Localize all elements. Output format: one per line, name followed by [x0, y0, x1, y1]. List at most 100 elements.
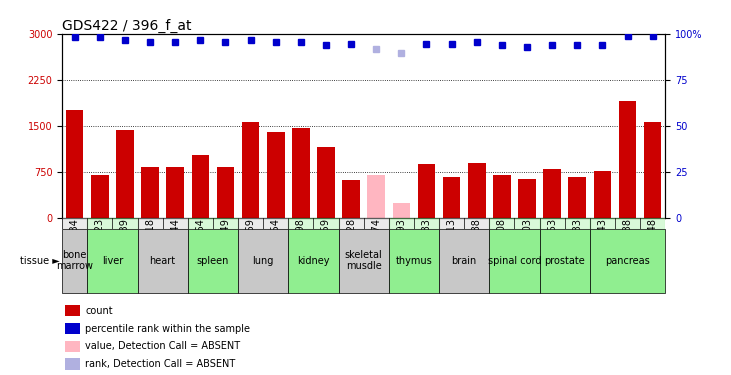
- Bar: [238, 217, 288, 229]
- Bar: [518, 179, 536, 218]
- Bar: [539, 217, 590, 229]
- Bar: [489, 229, 539, 292]
- Bar: [590, 217, 665, 229]
- Text: GSM12748: GSM12748: [648, 218, 658, 271]
- Bar: [62, 34, 87, 218]
- Bar: [543, 169, 561, 217]
- Text: count: count: [85, 306, 113, 316]
- Text: GSM12743: GSM12743: [597, 218, 607, 271]
- Bar: [590, 229, 665, 292]
- Bar: [389, 34, 439, 218]
- Text: GSM12703: GSM12703: [522, 218, 532, 271]
- Text: GSM12698: GSM12698: [296, 218, 306, 271]
- Text: GSM12674: GSM12674: [371, 218, 382, 271]
- Bar: [65, 323, 80, 334]
- Text: bone
marrow: bone marrow: [56, 250, 93, 272]
- Bar: [389, 217, 439, 229]
- Text: GSM12669: GSM12669: [246, 218, 256, 271]
- Text: heart: heart: [150, 256, 175, 266]
- Bar: [439, 34, 489, 218]
- Bar: [137, 34, 188, 218]
- Bar: [66, 110, 83, 218]
- Bar: [539, 34, 590, 218]
- Bar: [489, 217, 539, 229]
- Text: spinal cord: spinal cord: [488, 256, 541, 266]
- Bar: [216, 167, 234, 217]
- Bar: [317, 147, 335, 218]
- Text: GSM12723: GSM12723: [95, 218, 105, 271]
- Text: rank, Detection Call = ABSENT: rank, Detection Call = ABSENT: [85, 359, 235, 369]
- Bar: [468, 163, 485, 218]
- Bar: [238, 34, 288, 218]
- Bar: [137, 229, 188, 292]
- Bar: [569, 177, 586, 218]
- Bar: [87, 229, 137, 292]
- Bar: [439, 217, 489, 229]
- Text: tissue ►: tissue ►: [20, 256, 60, 266]
- Bar: [539, 229, 590, 292]
- Bar: [267, 132, 284, 218]
- Text: lung: lung: [252, 256, 274, 266]
- Text: GSM12753: GSM12753: [547, 218, 557, 271]
- Bar: [65, 305, 80, 316]
- Text: GDS422 / 396_f_at: GDS422 / 396_f_at: [62, 19, 192, 33]
- Text: kidney: kidney: [298, 256, 330, 266]
- Bar: [137, 217, 188, 229]
- Text: skeletal
musdle: skeletal musdle: [345, 250, 382, 272]
- Bar: [594, 171, 611, 217]
- Text: GSM12683: GSM12683: [422, 218, 431, 271]
- Bar: [192, 155, 209, 218]
- Bar: [141, 167, 159, 217]
- Bar: [393, 203, 410, 217]
- Bar: [91, 175, 109, 217]
- Bar: [288, 217, 338, 229]
- Text: GSM12634: GSM12634: [69, 218, 80, 271]
- Bar: [188, 34, 238, 218]
- Bar: [188, 229, 238, 292]
- Bar: [288, 34, 338, 218]
- Text: GSM12718: GSM12718: [145, 218, 155, 271]
- Bar: [644, 122, 662, 218]
- Bar: [338, 229, 389, 292]
- Bar: [62, 229, 87, 292]
- Text: GSM12664: GSM12664: [195, 218, 205, 271]
- Text: GSM12649: GSM12649: [221, 218, 230, 271]
- Text: thymus: thymus: [395, 256, 432, 266]
- Bar: [489, 34, 539, 218]
- Bar: [292, 128, 310, 217]
- Bar: [443, 177, 461, 218]
- Bar: [62, 217, 87, 229]
- Text: GSM12708: GSM12708: [497, 218, 507, 271]
- Text: spleen: spleen: [197, 256, 229, 266]
- Bar: [389, 229, 439, 292]
- Bar: [342, 180, 360, 218]
- Text: liver: liver: [102, 256, 123, 266]
- Bar: [590, 34, 665, 218]
- Bar: [417, 164, 435, 218]
- Text: GSM12688: GSM12688: [471, 218, 482, 271]
- Bar: [288, 229, 338, 292]
- Text: GSM12738: GSM12738: [623, 218, 632, 271]
- Bar: [87, 34, 137, 218]
- Text: GSM12693: GSM12693: [396, 218, 406, 271]
- Bar: [493, 175, 511, 217]
- Bar: [188, 217, 238, 229]
- Bar: [238, 229, 288, 292]
- Bar: [242, 122, 260, 218]
- Text: prostate: prostate: [545, 256, 585, 266]
- Bar: [338, 217, 389, 229]
- Text: GSM12728: GSM12728: [346, 218, 356, 271]
- Text: percentile rank within the sample: percentile rank within the sample: [85, 324, 250, 333]
- Bar: [439, 229, 489, 292]
- Text: GSM12644: GSM12644: [170, 218, 181, 271]
- Bar: [87, 217, 137, 229]
- Bar: [167, 167, 184, 217]
- Text: pancreas: pancreas: [605, 256, 650, 266]
- Bar: [338, 34, 389, 218]
- Text: GSM12713: GSM12713: [447, 218, 457, 271]
- Text: GSM12639: GSM12639: [120, 218, 130, 271]
- Text: value, Detection Call = ABSENT: value, Detection Call = ABSENT: [85, 341, 240, 351]
- Bar: [618, 101, 636, 217]
- Bar: [65, 358, 80, 370]
- Bar: [116, 130, 134, 218]
